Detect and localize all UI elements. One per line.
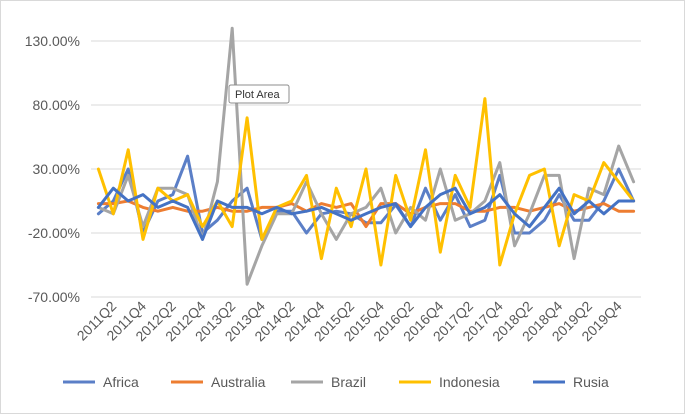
legend-item-indonesia[interactable]: Indonesia <box>399 374 500 390</box>
legend-label: Brazil <box>331 374 366 390</box>
series-lines[interactable] <box>96 26 636 286</box>
legend-item-brazil[interactable]: Brazil <box>291 374 366 390</box>
legend-label: Indonesia <box>439 374 500 390</box>
tooltip-box <box>228 84 290 104</box>
y-tick-label: 80.00% <box>33 97 80 113</box>
y-tick-label: 30.00% <box>33 161 80 177</box>
legend-label: Australia <box>211 374 266 390</box>
legend-item-africa[interactable]: Africa <box>63 374 139 390</box>
y-tick-label: 130.00% <box>25 33 80 49</box>
legend-item-australia[interactable]: Australia <box>171 374 266 390</box>
series-line-indonesia[interactable] <box>96 97 636 267</box>
legend-item-rusia[interactable]: Rusia <box>533 374 609 390</box>
y-tick-label: -20.00% <box>28 225 80 241</box>
legend[interactable]: Africa Australia Brazil Indonesia Rusia <box>63 374 609 390</box>
series-line-rusia[interactable] <box>96 186 636 241</box>
legend-label: Rusia <box>573 374 609 390</box>
y-axis-tick-labels: 130.00% 80.00% 30.00% -20.00% -70.00% <box>25 33 80 305</box>
legend-label: Africa <box>103 374 139 390</box>
y-tick-label: -70.00% <box>28 289 80 305</box>
x-axis-tick-labels: 2011Q22011Q42012Q22012Q42013Q22013Q42014… <box>74 298 625 345</box>
series-line-africa[interactable] <box>96 154 636 241</box>
series-line-brazil[interactable] <box>96 26 636 286</box>
plot-area-tooltip: Plot Area <box>228 84 290 104</box>
tooltip-label: Plot Area <box>235 89 281 101</box>
